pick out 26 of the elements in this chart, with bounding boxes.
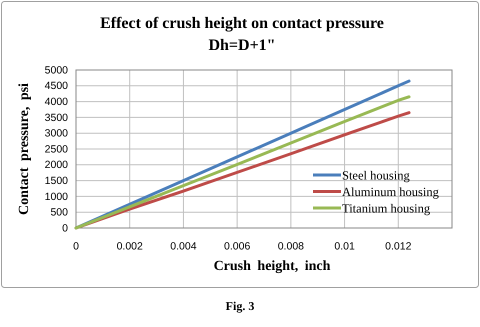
y-tick-label: 4000	[44, 96, 68, 108]
y-tick-label: 5000	[44, 64, 68, 76]
x-tick-label: 0.012	[385, 240, 412, 252]
x-tick-label: 0.008	[278, 240, 304, 252]
y-tick-label: 1000	[44, 190, 68, 203]
y-tick-label: 3500	[44, 112, 68, 124]
y-tick-label: 1500	[44, 174, 68, 187]
y-axis-title: Contact pressure, psi	[17, 82, 32, 215]
x-tick-label: 0.01	[334, 240, 355, 252]
legend-label: Titanium housing	[342, 201, 431, 216]
y-tick-label: 2000	[44, 159, 68, 172]
y-tick-label: 2500	[44, 143, 68, 156]
chart-subtitle: Dh=D+1"	[208, 37, 276, 54]
y-tick-label: 0	[62, 222, 68, 234]
legend-label: Steel housing	[342, 168, 410, 182]
y-tick-label: 4500	[44, 80, 68, 92]
y-tick-label: 3000	[44, 128, 68, 140]
x-tick-label: 0.002	[116, 240, 144, 252]
chart-title: Effect of crush height on contact pressure	[100, 15, 384, 32]
x-tick-label: 0.004	[170, 240, 197, 252]
x-tick-label: 0.006	[224, 240, 250, 252]
legend-label: Aluminum housing	[342, 184, 440, 199]
y-tick-label: 500	[50, 206, 68, 219]
x-tick-label: 0	[73, 240, 80, 252]
x-axis-title: Crush height, inch	[214, 259, 331, 274]
caption: Fig. 3	[226, 299, 254, 313]
